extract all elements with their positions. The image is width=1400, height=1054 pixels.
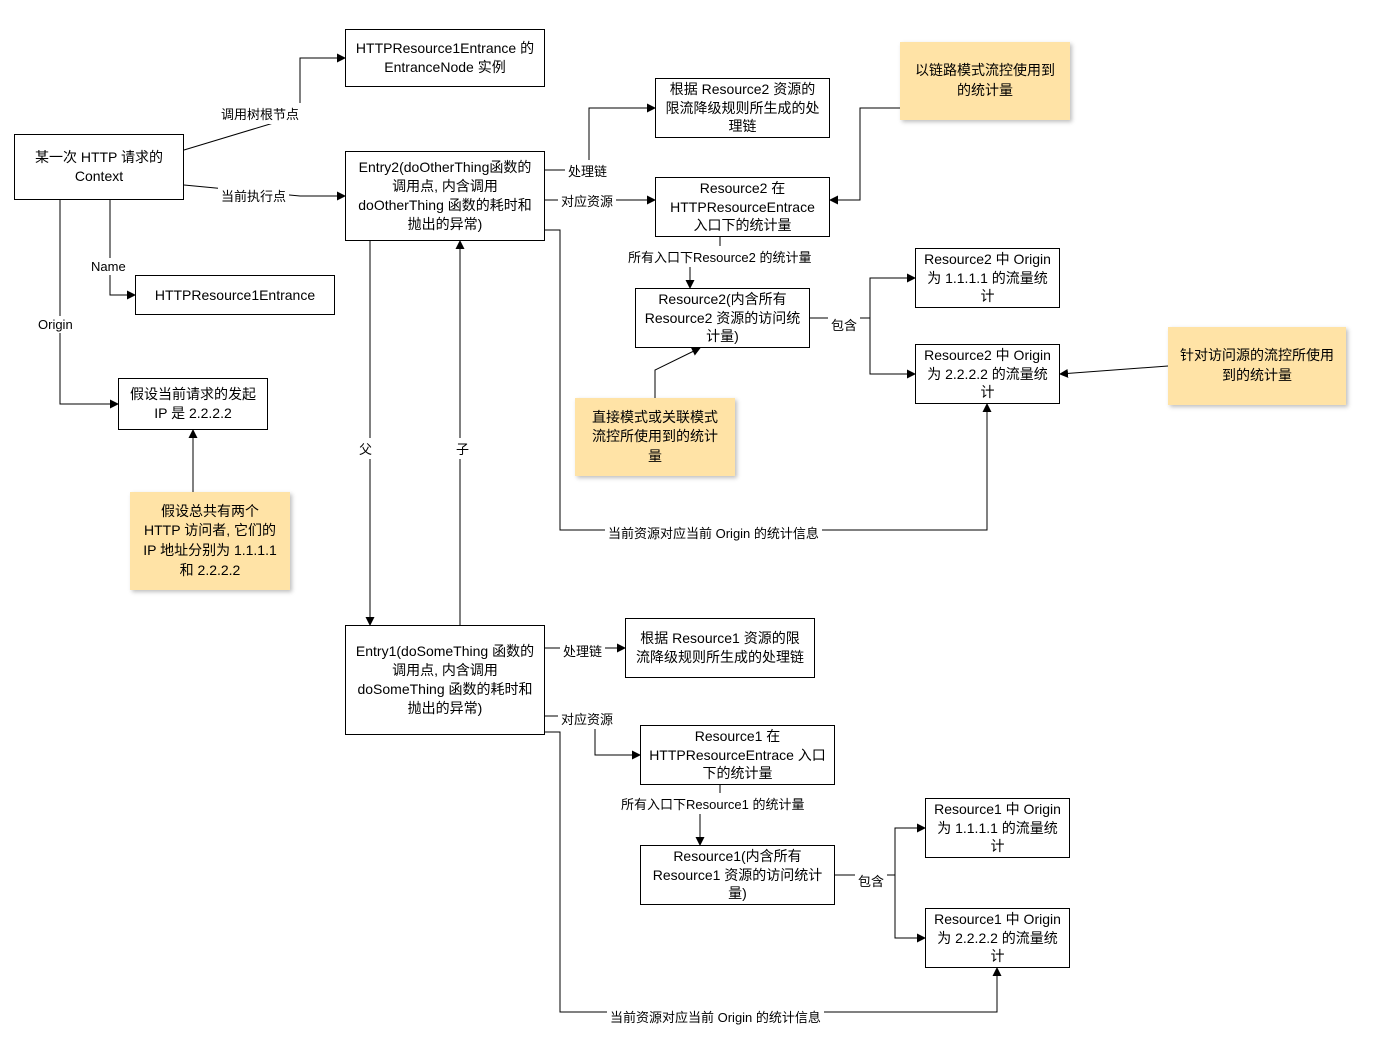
edge-r2all-r2origin1 bbox=[810, 278, 915, 318]
node-text: 根据 Resource1 资源的限流降级规则所生成的处理链 bbox=[634, 629, 806, 667]
node-r2origin1: Resource2 中 Origin 为 1.1.1.1 的流量统计 bbox=[915, 248, 1060, 308]
label-curOrigin1: 当前资源对应当前 Origin 的统计信息 bbox=[607, 1006, 824, 1027]
note-visitors: 假设总共有两个 HTTP 访问者, 它们的 IP 地址分别为 1.1.1.1 和… bbox=[130, 492, 290, 590]
node-text: HTTPResource1Entrance 的 EntranceNode 实例 bbox=[354, 39, 536, 77]
node-text: HTTPResource1Entrance bbox=[155, 286, 315, 305]
label-include1: 包含 bbox=[855, 870, 887, 891]
node-text: Resource1 在 HTTPResourceEntrace 入口下的统计量 bbox=[649, 727, 826, 784]
node-text: 某一次 HTTP 请求的 Context bbox=[23, 148, 175, 186]
label-child: 子 bbox=[453, 438, 472, 459]
label-res1: 对应资源 bbox=[558, 708, 616, 729]
label-name: Name bbox=[88, 258, 129, 275]
node-text: Resource2 在 HTTPResourceEntrace 入口下的统计量 bbox=[664, 179, 821, 236]
node-text: Resource1(内含所有 Resource1 资源的访问统计量) bbox=[649, 847, 826, 904]
node-text: Entry1(doSomeThing 函数的调用点, 内含调用 doSomeTh… bbox=[354, 642, 536, 718]
node-text: Resource1 中 Origin 为 2.2.2.2 的流量统计 bbox=[934, 910, 1061, 967]
note-text: 直接模式或关联模式流控所使用到的统计量 bbox=[587, 408, 723, 467]
node-originIp: 假设当前请求的发起 IP 是 2.2.2.2 bbox=[118, 378, 268, 430]
node-r2chain: 根据 Resource2 资源的限流降级规则所生成的处理链 bbox=[655, 78, 830, 138]
label-res2: 对应资源 bbox=[558, 190, 616, 211]
note-text: 针对访问源的流控所使用到的统计量 bbox=[1180, 346, 1334, 385]
node-text: 假设当前请求的发起 IP 是 2.2.2.2 bbox=[127, 385, 259, 423]
node-r2all: Resource2(内含所有 Resource2 资源的访问统计量) bbox=[635, 288, 810, 348]
node-text: Entry2(doOtherThing函数的调用点, 内含调用 doOtherT… bbox=[354, 158, 536, 234]
node-entranceNode: HTTPResource1Entrance 的 EntranceNode 实例 bbox=[345, 29, 545, 87]
node-text: 根据 Resource2 资源的限流降级规则所生成的处理链 bbox=[664, 80, 821, 137]
note-text: 假设总共有两个 HTTP 访问者, 它们的 IP 地址分别为 1.1.1.1 和… bbox=[142, 502, 278, 580]
note-originMode: 针对访问源的流控所使用到的统计量 bbox=[1168, 327, 1346, 405]
label-allEntr1: 所有入口下Resource1 的统计量 bbox=[618, 793, 807, 814]
node-text: Resource1 中 Origin 为 1.1.1.1 的流量统计 bbox=[934, 800, 1061, 857]
label-chain1: 处理链 bbox=[560, 640, 605, 661]
note-directMode: 直接模式或关联模式流控所使用到的统计量 bbox=[575, 398, 735, 476]
node-text: Resource2 中 Origin 为 2.2.2.2 的流量统计 bbox=[924, 346, 1051, 403]
edge-directMode-r2all bbox=[655, 348, 700, 398]
label-curOrigin2: 当前资源对应当前 Origin 的统计信息 bbox=[605, 522, 822, 543]
node-r1entrance: Resource1 在 HTTPResourceEntrace 入口下的统计量 bbox=[640, 725, 835, 785]
node-r2origin2: Resource2 中 Origin 为 2.2.2.2 的流量统计 bbox=[915, 344, 1060, 404]
label-include2: 包含 bbox=[828, 314, 860, 335]
label-parent: 父 bbox=[356, 438, 375, 459]
node-context: 某一次 HTTP 请求的 Context bbox=[14, 134, 184, 200]
note-linkMode: 以链路模式流控使用到的统计量 bbox=[900, 42, 1070, 120]
label-origin: Origin bbox=[35, 316, 76, 333]
label-curExec: 当前执行点 bbox=[218, 185, 289, 206]
node-text: Resource2 中 Origin 为 1.1.1.1 的流量统计 bbox=[924, 250, 1051, 307]
edge-linkMode-r2entrance bbox=[830, 108, 900, 200]
edge-context-nameNode bbox=[110, 200, 135, 295]
label-rootNode: 调用树根节点 bbox=[218, 103, 302, 124]
label-chain2: 处理链 bbox=[565, 160, 610, 181]
node-r2entrance: Resource2 在 HTTPResourceEntrace 入口下的统计量 bbox=[655, 177, 830, 237]
edge-originMode-r2origin2 bbox=[1060, 366, 1168, 374]
note-text: 以链路模式流控使用到的统计量 bbox=[912, 61, 1058, 100]
node-nameNode: HTTPResource1Entrance bbox=[135, 275, 335, 315]
edge-r1all-r1origin1 bbox=[835, 828, 925, 875]
edge-context-originIp bbox=[60, 200, 118, 404]
node-entry2: Entry2(doOtherThing函数的调用点, 内含调用 doOtherT… bbox=[345, 151, 545, 241]
node-r1origin1: Resource1 中 Origin 为 1.1.1.1 的流量统计 bbox=[925, 798, 1070, 858]
node-r1origin2: Resource1 中 Origin 为 2.2.2.2 的流量统计 bbox=[925, 908, 1070, 968]
node-entry1: Entry1(doSomeThing 函数的调用点, 内含调用 doSomeTh… bbox=[345, 625, 545, 735]
label-allEntr2: 所有入口下Resource2 的统计量 bbox=[625, 246, 814, 267]
node-r1chain: 根据 Resource1 资源的限流降级规则所生成的处理链 bbox=[625, 618, 815, 678]
node-text: Resource2(内含所有 Resource2 资源的访问统计量) bbox=[644, 290, 801, 347]
node-r1all: Resource1(内含所有 Resource1 资源的访问统计量) bbox=[640, 845, 835, 905]
edge-r2all-r2origin2 bbox=[810, 318, 915, 374]
